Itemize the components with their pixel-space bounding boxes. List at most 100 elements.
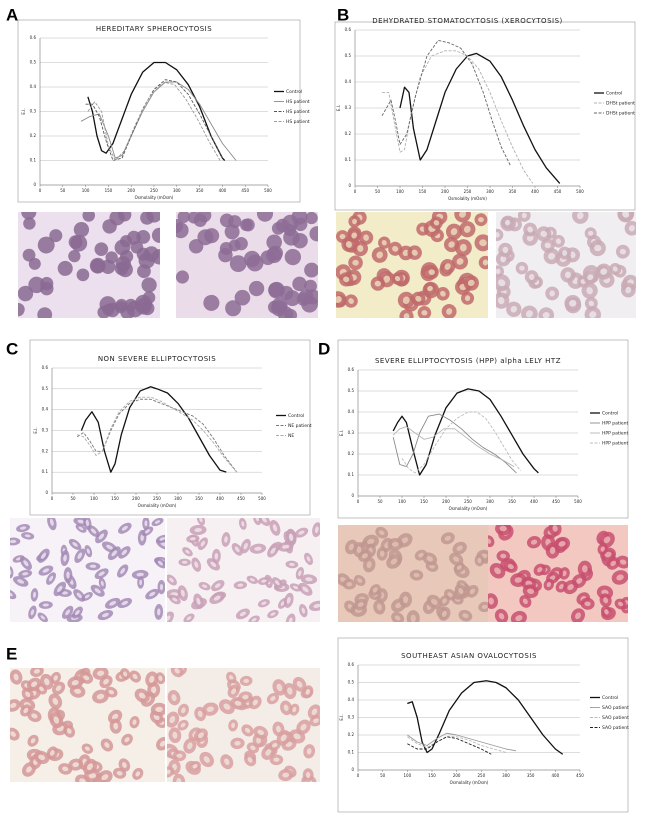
cell-center	[448, 241, 455, 248]
cell-center	[186, 616, 192, 621]
y-tick-label: 0.3	[42, 428, 49, 433]
cell-center	[390, 558, 398, 565]
cell-center	[121, 549, 128, 556]
cell-center	[123, 671, 128, 677]
cell-center	[276, 683, 283, 692]
cell-center	[83, 675, 90, 681]
cell	[291, 212, 308, 225]
cell-center	[488, 538, 492, 544]
cell-center	[496, 268, 501, 275]
x-tick-label: 300	[173, 188, 181, 193]
cell-center	[156, 608, 161, 616]
cell-center	[562, 570, 567, 577]
cell-center	[558, 541, 566, 547]
x-tick-label: 250	[150, 188, 158, 193]
cell	[266, 234, 282, 251]
cell-center	[176, 753, 183, 758]
cell-center	[345, 241, 352, 248]
cell-center	[275, 580, 280, 586]
cell-center	[456, 565, 462, 570]
cell-center	[158, 675, 163, 681]
y-tick-label: 0.6	[42, 365, 49, 370]
cell-center	[97, 670, 105, 676]
cell-center	[444, 263, 451, 270]
cell-center	[376, 251, 383, 259]
cell-center	[418, 552, 424, 558]
cell-center	[185, 549, 190, 554]
cell-center	[586, 287, 593, 295]
cell	[114, 239, 131, 256]
cell-center	[300, 723, 307, 731]
cell	[151, 249, 160, 265]
chart-title: SEVERE ELLIPTOCYTOSIS (HPP) alpha LELY H…	[375, 357, 561, 365]
cell-center	[521, 212, 527, 219]
y-tick-label: 0	[351, 767, 354, 772]
cell-center	[270, 547, 276, 554]
cell-center	[89, 564, 97, 568]
cell-center	[528, 273, 535, 281]
cell-center	[603, 536, 611, 544]
cell-center	[270, 696, 276, 701]
cell-center	[348, 543, 354, 551]
cell-center	[462, 613, 469, 619]
cell-center	[85, 519, 90, 527]
x-tick-label: 300	[486, 499, 494, 504]
y-tick-label: 0.2	[348, 732, 355, 737]
cell-center	[23, 560, 29, 567]
cell-center	[132, 719, 137, 725]
chart-frame	[334, 21, 636, 211]
cell-center	[617, 601, 624, 607]
series-line	[77, 396, 238, 473]
y-tick-label: 0	[348, 183, 351, 188]
cell-center	[197, 732, 204, 739]
cell	[260, 250, 276, 266]
cell-center	[433, 220, 440, 226]
x-tick-label: 450	[241, 188, 249, 193]
series-line	[401, 411, 522, 474]
cell-center	[478, 217, 484, 223]
cell-center	[293, 733, 301, 740]
cell-center	[272, 524, 278, 532]
cell-center	[55, 685, 62, 692]
cell-center	[72, 542, 78, 547]
series-line	[392, 413, 517, 474]
legend-label: Control	[602, 411, 618, 417]
x-tick-label: 400	[530, 499, 538, 504]
cell	[283, 223, 297, 237]
cell	[97, 305, 111, 318]
y-tick-label: 0.1	[30, 158, 37, 163]
cell-center	[522, 598, 528, 605]
y-tick-label: 0.6	[345, 27, 352, 32]
y-tick-label: 0.4	[348, 409, 355, 414]
cell-center	[25, 691, 31, 698]
cell-center	[101, 774, 109, 781]
cell-center	[351, 232, 358, 239]
cell-center	[336, 295, 342, 303]
cell-center	[410, 614, 416, 622]
legend-label: HS patient	[286, 99, 310, 105]
x-tick-label: 400	[219, 188, 227, 193]
cell-center	[306, 748, 312, 755]
cell-center	[527, 588, 535, 594]
cell-center	[594, 244, 602, 252]
cell	[284, 290, 301, 307]
cell-center	[176, 777, 182, 782]
cell-center	[619, 559, 627, 565]
cell-center	[363, 234, 369, 241]
cell-center	[306, 556, 311, 562]
cell-center	[339, 233, 346, 240]
y-tick-label: 0.4	[345, 79, 352, 84]
cell-center	[313, 603, 320, 608]
cell-center	[549, 546, 556, 555]
cell-center	[477, 557, 482, 564]
y-tick-label: 0.1	[348, 472, 355, 477]
cell-center	[343, 276, 350, 283]
series-line	[392, 426, 515, 467]
cell-center	[366, 561, 372, 569]
cell-center	[394, 615, 401, 621]
cell	[57, 260, 73, 276]
cell-center	[600, 268, 608, 275]
cell	[203, 294, 220, 311]
cell-center	[210, 561, 217, 568]
cell-center	[192, 764, 198, 769]
